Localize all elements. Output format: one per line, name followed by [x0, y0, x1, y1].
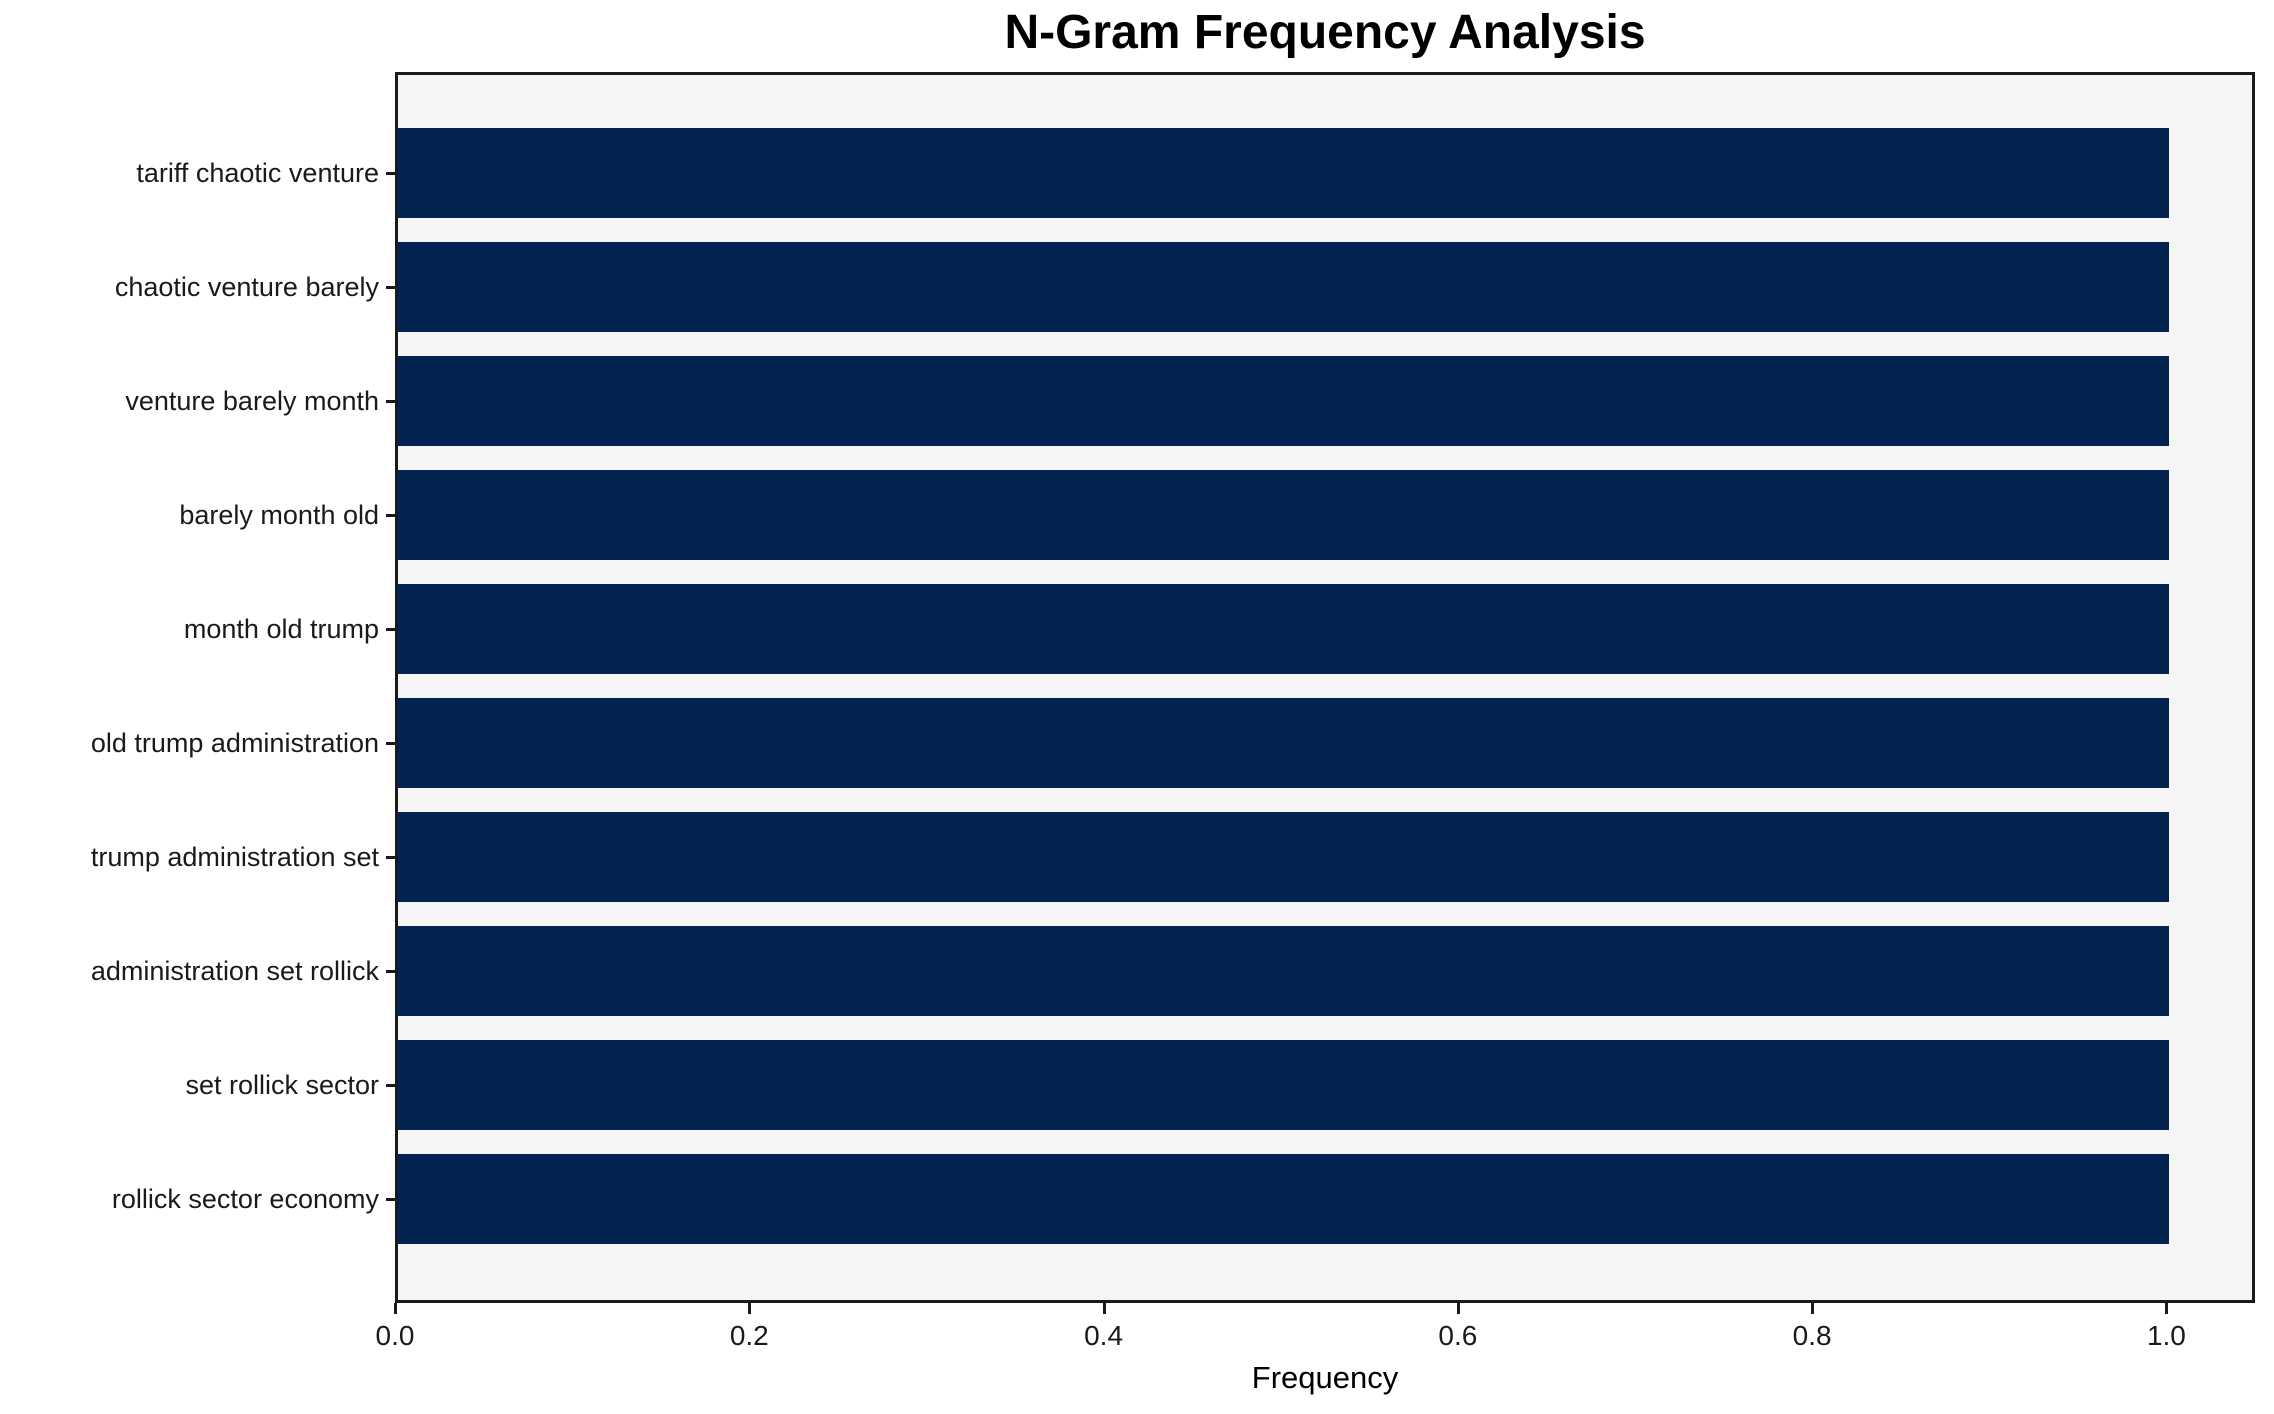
y-tick-label: rollick sector economy — [111, 1184, 379, 1214]
bar — [398, 242, 2169, 332]
y-tick-mark — [386, 1084, 395, 1087]
y-tick-mark — [386, 514, 395, 517]
x-tick-label: 0.8 — [1792, 1320, 1832, 1351]
bar — [398, 926, 2169, 1016]
y-tick-mark — [386, 400, 395, 403]
y-tick-mark — [386, 172, 395, 175]
bar — [398, 1040, 2169, 1130]
y-tick-mark — [386, 742, 395, 745]
x-axis-title: Frequency — [1251, 1360, 1399, 1395]
x-tick-mark — [1456, 1303, 1460, 1314]
x-tick-label: 0.0 — [375, 1320, 415, 1351]
y-tick-label: venture barely month — [125, 386, 379, 416]
chart-title: N-Gram Frequency Analysis — [1004, 6, 1646, 59]
x-tick-label: 1.0 — [2146, 1320, 2186, 1351]
y-tick-mark — [386, 286, 395, 289]
x-tick-mark — [1102, 1303, 1106, 1314]
bar — [398, 1154, 2169, 1244]
y-tick-label: old trump administration — [90, 728, 379, 758]
x-tick-label: 0.2 — [729, 1320, 769, 1351]
plot-area — [395, 72, 2255, 1303]
y-tick-label: set rollick sector — [185, 1070, 379, 1100]
x-tick-label: 0.4 — [1084, 1320, 1124, 1351]
y-tick-label: month old trump — [183, 614, 379, 644]
y-tick-mark — [386, 970, 395, 973]
bar — [398, 584, 2169, 674]
y-tick-mark — [386, 856, 395, 859]
y-tick-label: chaotic venture barely — [114, 272, 379, 302]
y-tick-label: trump administration set — [90, 842, 379, 872]
x-tick-label: 0.6 — [1438, 1320, 1478, 1351]
x-tick-mark — [1811, 1303, 1815, 1314]
bar — [398, 356, 2169, 446]
bar — [398, 698, 2169, 788]
x-tick-mark — [748, 1303, 752, 1314]
y-tick-mark — [386, 628, 395, 631]
bar — [398, 470, 2169, 560]
y-tick-label: barely month old — [179, 500, 379, 530]
bar — [398, 128, 2169, 218]
x-tick-mark — [394, 1303, 397, 1314]
y-tick-label: tariff chaotic venture — [136, 158, 379, 188]
y-tick-mark — [386, 1198, 395, 1201]
bar — [398, 812, 2169, 902]
y-tick-label: administration set rollick — [90, 956, 379, 986]
x-tick-mark — [2165, 1303, 2169, 1314]
